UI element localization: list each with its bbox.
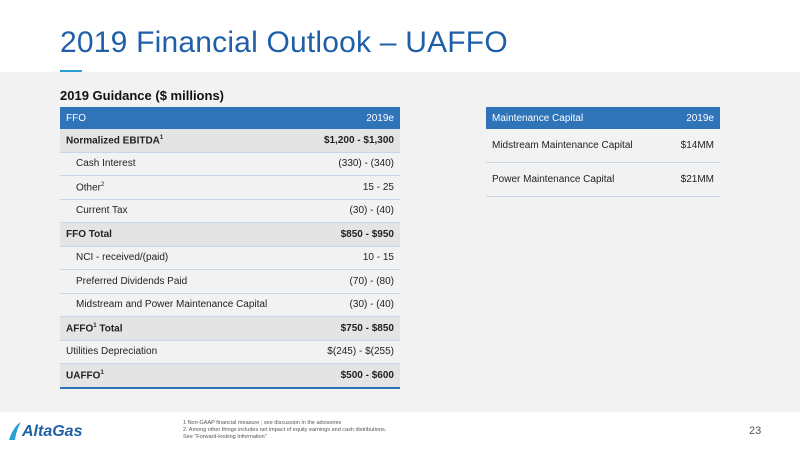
- ffo-table-row: AFFO1 Total $750 - $850: [60, 316, 400, 341]
- row-value: $(245) - $(255): [305, 340, 400, 364]
- row-label: Current Tax: [60, 199, 306, 223]
- row-value: (70) - (80): [305, 269, 400, 294]
- footnote-marker: 1: [159, 134, 164, 141]
- row-value: 10 - 15: [305, 246, 400, 270]
- maintenance-table-header: Maintenance Capital 2019e: [486, 107, 720, 129]
- row-value: 15 - 25: [305, 175, 400, 200]
- row-label: Midstream and Power Maintenance Capital: [60, 293, 306, 317]
- ffo-table: FFO 2019e Normalized EBITDA1 $1,200 - $1,…: [60, 107, 400, 389]
- row-label-text: Midstream and Power Maintenance Capital: [76, 299, 268, 311]
- row-value: $1,200 - $1,300: [305, 129, 400, 153]
- row-label: Normalized EBITDA1: [60, 129, 306, 153]
- footnote-marker: 2: [101, 181, 105, 188]
- row-label-text: Preferred Dividends Paid: [76, 275, 188, 287]
- footnote-1: 1 Non-GAAP financial measure ; see discu…: [183, 420, 342, 426]
- row-label: Cash Interest: [60, 152, 306, 176]
- row-label-text: UAFFO: [66, 369, 101, 381]
- row-label-text: Cash Interest: [76, 158, 136, 170]
- ffo-table-header: FFO 2019e: [60, 107, 400, 129]
- footnote-2: 2. Among other things includes net impac…: [183, 427, 387, 433]
- row-label: Preferred Dividends Paid: [60, 269, 306, 294]
- row-label-text: Other: [76, 181, 102, 193]
- row-label: Midstream Maintenance Capital: [486, 129, 667, 163]
- row-label-text: NCI - received/(paid): [76, 252, 169, 264]
- ffo-header-label: FFO: [60, 107, 306, 129]
- ffo-table-row: Preferred Dividends Paid (70) - (80): [60, 269, 400, 294]
- footnote-3: See "Forward-looking Information": [183, 434, 267, 440]
- footnote-marker: 1: [100, 369, 104, 376]
- maintenance-capital-table: Maintenance Capital 2019e Midstream Main…: [486, 107, 720, 197]
- row-value: $750 - $850: [305, 316, 400, 341]
- ffo-table-row: Normalized EBITDA1 $1,200 - $1,300: [60, 129, 400, 153]
- slide-footer: [0, 412, 800, 450]
- altagas-logo: AltaGas: [8, 420, 98, 442]
- row-label-text: AFFO: [66, 322, 94, 334]
- row-label: NCI - received/(paid): [60, 246, 306, 270]
- row-label-text: Utilities Depreciation: [66, 346, 158, 358]
- row-value: (330) - (340): [305, 152, 400, 176]
- row-label-text: Normalized EBITDA: [66, 134, 160, 146]
- row-value: $500 - $600: [305, 363, 400, 389]
- ffo-table-row: Utilities Depreciation $(245) - $(255): [60, 340, 400, 364]
- row-label: FFO Total: [60, 222, 306, 247]
- ffo-table-row: UAFFO1 $500 - $600: [60, 363, 400, 389]
- page-number: 23: [749, 425, 762, 437]
- row-value: $21MM: [666, 162, 720, 197]
- title-underline: [60, 70, 82, 73]
- row-label-text: FFO Total: [66, 228, 112, 240]
- maintenance-header-label: Maintenance Capital: [486, 107, 667, 129]
- ffo-table-row: Midstream and Power Maintenance Capital (…: [60, 293, 400, 317]
- row-value: $14MM: [666, 129, 720, 163]
- ffo-table-row: FFO Total $850 - $950: [60, 222, 400, 247]
- row-label-suffix: Total: [96, 322, 123, 334]
- maintenance-table-row: Midstream Maintenance Capital $14MM: [486, 129, 720, 163]
- row-value: (30) - (40): [305, 199, 400, 223]
- row-label-text: Current Tax: [76, 205, 128, 217]
- row-label: Utilities Depreciation: [60, 340, 306, 364]
- maintenance-header-value: 2019e: [666, 107, 720, 129]
- logo-text: AltaGas: [22, 423, 83, 440]
- row-value: (30) - (40): [305, 293, 400, 317]
- slide-header: [0, 0, 800, 72]
- page-title: 2019 Financial Outlook – UAFFO: [60, 26, 508, 59]
- ffo-table-row: Current Tax (30) - (40): [60, 199, 400, 223]
- ffo-table-row: Cash Interest (330) - (340): [60, 152, 400, 176]
- footnote-marker: 1: [93, 322, 97, 329]
- row-label: AFFO1 Total: [60, 316, 306, 341]
- ffo-table-row: NCI - received/(paid) 10 - 15: [60, 246, 400, 270]
- row-label: Other2: [60, 175, 306, 200]
- ffo-header-value: 2019e: [305, 107, 400, 129]
- row-value: $850 - $950: [305, 222, 400, 247]
- section-subtitle: 2019 Guidance ($ millions): [60, 88, 224, 103]
- logo-swoosh-icon: [9, 422, 21, 440]
- maintenance-table-row: Power Maintenance Capital $21MM: [486, 162, 720, 197]
- footnotes: 1 Non-GAAP financial measure ; see discu…: [183, 420, 386, 441]
- row-label: Power Maintenance Capital: [486, 162, 667, 197]
- row-label: UAFFO1: [60, 363, 306, 389]
- ffo-table-row: Other2 15 - 25: [60, 175, 400, 200]
